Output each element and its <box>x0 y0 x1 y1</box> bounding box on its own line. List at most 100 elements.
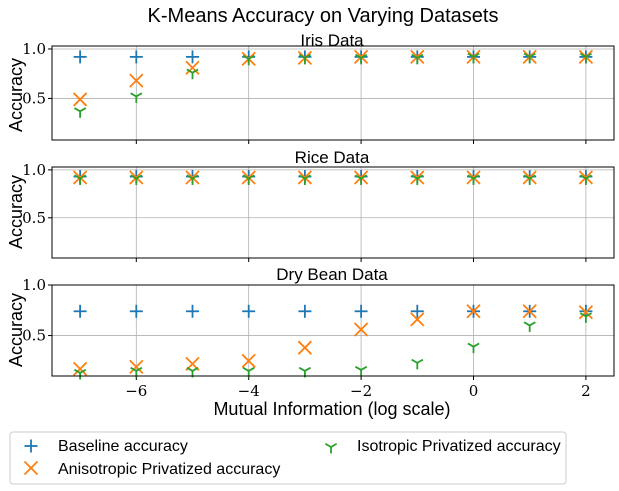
y-axis-label: Accuracy <box>6 293 26 367</box>
data-point-tri_down <box>467 342 480 354</box>
x-axis-label: Mutual Information (log scale) <box>213 399 450 419</box>
y-tick-label: 0.5 <box>22 209 46 227</box>
legend-entry-baseline: Baseline accuracy <box>58 438 188 455</box>
x-tick-label: 2 <box>581 382 591 400</box>
plus-icon <box>24 439 38 453</box>
x-tick-label: −2 <box>350 382 372 400</box>
marker-stroke <box>73 368 81 374</box>
marker-stroke <box>354 53 362 59</box>
data-point-x <box>129 359 144 375</box>
panel-rice: Rice Data Accuracy 0.5 1.0 <box>6 148 615 262</box>
marker-stroke <box>523 321 531 327</box>
marker-stroke <box>304 53 312 59</box>
data-point-plus <box>242 304 256 318</box>
marker-stroke <box>578 305 594 320</box>
marker-stroke <box>248 366 255 372</box>
marker-stroke <box>523 174 531 180</box>
legend: Baseline accuracy Isotropic Privatized a… <box>9 431 567 485</box>
marker-stroke <box>579 174 587 180</box>
y-ticks: 0.5 1.0 <box>22 40 46 107</box>
marker-stroke <box>186 366 193 372</box>
x-tick-label: −6 <box>125 382 147 400</box>
data-point-tri_down <box>467 52 480 64</box>
x-icon <box>23 460 39 476</box>
data-point-tri_down <box>130 174 143 185</box>
data-point-tri_down <box>354 174 368 185</box>
marker-stroke <box>304 366 312 372</box>
legend-marker-tri-down <box>324 442 338 454</box>
grid <box>48 284 614 380</box>
data-point-plus <box>129 304 143 318</box>
figure-title: K-Means Accuracy on Varying Datasets <box>148 5 499 27</box>
x-tick-label: 0 <box>469 382 479 400</box>
data-point-tri_down <box>186 174 199 185</box>
data-point-tri_down <box>579 312 593 323</box>
marker-stroke <box>248 174 255 180</box>
y-ticks: 0.5 1.0 <box>22 161 46 227</box>
data-point-tri_down <box>411 174 424 185</box>
data-point-tri_down <box>411 358 424 370</box>
marker-stroke <box>73 174 81 180</box>
data-point-tri_down <box>73 174 87 185</box>
data-point-tri_down <box>298 174 312 185</box>
marker-stroke <box>298 53 306 59</box>
marker-stroke <box>242 174 250 180</box>
panel-title: Dry Bean Data <box>276 265 388 284</box>
data-point-plus <box>410 304 424 318</box>
panel-iris: Iris Data Accuracy 0.5 1.0 <box>6 31 615 144</box>
data-point-tri_down <box>579 174 593 185</box>
marker-stroke <box>410 312 425 327</box>
marker-stroke <box>523 52 531 58</box>
marker-stroke <box>130 366 137 372</box>
data-point-tri_down <box>523 321 536 332</box>
marker-stroke <box>353 322 369 337</box>
marker-stroke <box>192 174 199 180</box>
data-point-tri_down <box>73 107 87 118</box>
marker-stroke <box>411 53 418 59</box>
data-point-x <box>578 305 594 320</box>
marker-stroke <box>298 174 306 180</box>
y-ticks: 0.5 1.0 <box>22 276 46 345</box>
marker-stroke <box>585 174 593 180</box>
data-point-tri_down <box>523 52 536 64</box>
marker-stroke <box>72 361 88 377</box>
marker-stroke <box>130 174 137 180</box>
marker-stroke <box>297 340 313 355</box>
data-markers <box>72 170 594 185</box>
legend-entry-anisotropic: Anisotropic Privatized accuracy <box>58 461 280 478</box>
marker-stroke <box>135 174 143 180</box>
panel-title: Iris Data <box>300 31 364 50</box>
marker-stroke <box>473 342 480 348</box>
x-tick-label: −4 <box>238 382 260 400</box>
marker-stroke <box>416 53 424 59</box>
marker-stroke <box>185 60 200 75</box>
y-tick-label: 0.5 <box>22 327 46 345</box>
marker-stroke <box>129 73 144 88</box>
marker-stroke <box>186 174 193 180</box>
marker-stroke <box>579 312 587 318</box>
axes-frame <box>51 45 615 141</box>
marker-stroke <box>130 92 137 98</box>
marker-stroke <box>79 368 87 374</box>
marker-stroke <box>324 442 332 448</box>
marker-stroke <box>304 174 312 180</box>
marker-stroke <box>467 52 474 58</box>
legend-marker-x <box>23 460 39 476</box>
marker-stroke <box>73 107 81 113</box>
data-point-plus <box>186 50 199 64</box>
marker-stroke <box>585 52 593 58</box>
marker-stroke <box>529 174 536 180</box>
data-point-tri_down <box>186 68 199 80</box>
data-point-tri_down <box>130 92 143 103</box>
marker-stroke <box>298 366 306 372</box>
legend-entry-isotropic: Isotropic Privatized accuracy <box>357 438 561 455</box>
data-point-x <box>185 60 200 75</box>
marker-stroke <box>241 353 256 368</box>
marker-stroke <box>354 365 362 371</box>
y-tick-label: 0.5 <box>22 89 46 107</box>
marker-stroke <box>23 460 39 476</box>
tri-down-icon <box>324 442 338 454</box>
y-tick-label: 1.0 <box>22 276 46 294</box>
data-point-tri_down <box>467 174 480 185</box>
data-point-x <box>522 304 537 319</box>
